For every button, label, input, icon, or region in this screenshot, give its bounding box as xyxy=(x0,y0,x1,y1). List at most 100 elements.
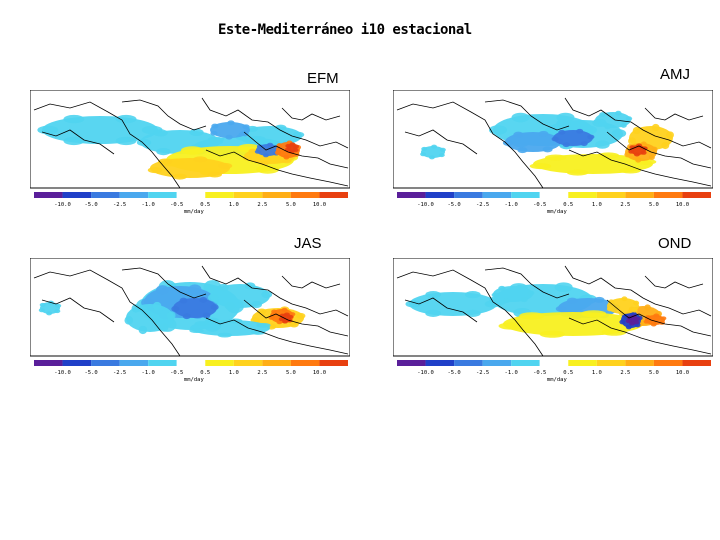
colorbar-segment xyxy=(454,360,483,366)
colorbar-tick-label: -0.5 xyxy=(533,202,546,208)
anomaly-speckle xyxy=(63,136,85,146)
anomaly-speckle xyxy=(296,312,306,319)
anomaly-speckle xyxy=(271,309,278,314)
colorbar-tick-label: 1.0 xyxy=(592,202,602,208)
coastline xyxy=(205,149,349,187)
colorbar-tick-label: -10.0 xyxy=(417,370,434,376)
anomaly-speckle xyxy=(193,156,208,163)
anomaly-speckle xyxy=(292,131,305,138)
anomaly-speckle xyxy=(620,123,627,128)
colorbar-segment xyxy=(397,360,426,366)
colorbar-segment xyxy=(511,192,540,198)
anomaly-speckle xyxy=(182,313,191,320)
anomaly-speckle xyxy=(438,153,445,158)
panel-label-ond: OND xyxy=(658,235,692,252)
anomaly-speckle xyxy=(634,316,641,321)
anomaly-speckle xyxy=(595,140,610,149)
anomaly-speckle xyxy=(251,300,263,309)
anomaly-speckle xyxy=(55,303,62,308)
anomaly-speckle xyxy=(210,304,219,311)
anomaly-speckle xyxy=(267,142,274,147)
anomaly-speckle xyxy=(556,119,571,128)
anomaly-speckle xyxy=(542,146,553,153)
coastline xyxy=(484,99,570,131)
anomaly-speckle xyxy=(628,149,635,154)
colorbar-segment xyxy=(119,360,149,366)
anomaly-speckle xyxy=(189,328,204,334)
anomaly-speckle xyxy=(138,325,148,335)
anomaly-speckle xyxy=(156,285,169,295)
colorbar-segment xyxy=(119,192,149,198)
colorbar-segment xyxy=(568,360,597,366)
anomaly-speckle xyxy=(643,319,650,324)
anomaly-speckle xyxy=(281,307,288,312)
anomaly-speckle xyxy=(37,125,59,135)
map-panel-amj: -10.0 -5.0 -2.5 -1.0 -0.5 0.5 1.0 2.5 5.0 10.0 mm/… xyxy=(393,90,713,230)
anomaly-speckle xyxy=(601,328,627,336)
coastline xyxy=(564,97,712,149)
anomaly-speckle xyxy=(621,296,628,302)
anomaly-speckle xyxy=(539,330,565,338)
anomaly-speckle xyxy=(581,310,607,318)
anomaly-speckle xyxy=(211,123,219,129)
colorbar-segment xyxy=(176,192,206,198)
colorbar-tick-label: 2.5 xyxy=(257,202,267,208)
colorbar-segment xyxy=(319,192,348,198)
anomaly-speckle xyxy=(179,297,188,304)
colorbar-segment xyxy=(425,360,455,366)
coastline xyxy=(644,275,704,289)
anomaly-speckle xyxy=(207,293,219,302)
anomaly-speckle xyxy=(566,297,578,304)
anomaly-speckle xyxy=(171,305,180,312)
anomaly-speckle xyxy=(619,167,641,174)
colorbar-segment xyxy=(34,192,63,198)
anomaly-speckle xyxy=(562,142,570,148)
anomaly-speckle xyxy=(439,147,446,152)
anomaly-speckle xyxy=(545,154,567,161)
anomaly-speckle xyxy=(498,322,524,330)
anomaly-speckle xyxy=(159,323,169,332)
anomaly-speckle xyxy=(172,173,187,180)
colorbar-segment xyxy=(148,360,177,366)
panel-label-jas: JAS xyxy=(294,235,322,252)
anomaly-speckle xyxy=(604,124,611,130)
anomaly-speckle xyxy=(618,310,625,316)
coastline xyxy=(41,129,115,155)
anomaly-speckle xyxy=(625,324,632,330)
anomaly-speckle xyxy=(551,136,559,142)
colorbar-units: mm/day xyxy=(184,377,205,383)
anomaly-speckle xyxy=(39,302,46,307)
anomaly-speckle xyxy=(256,322,271,328)
anomaly-speckle xyxy=(558,129,566,135)
coastline xyxy=(201,265,349,317)
anomaly-speckle xyxy=(519,312,545,320)
anomaly-speckle xyxy=(188,284,202,295)
colorbar-tick-label: 10.0 xyxy=(676,202,689,208)
anomaly-speckle xyxy=(520,297,528,303)
anomaly-speckle xyxy=(38,308,45,313)
anomaly-speckle xyxy=(115,136,137,146)
colorbar-tick-label: -1.0 xyxy=(505,202,518,208)
coastline xyxy=(396,101,544,189)
colorbar-tick-label: -10.0 xyxy=(54,370,71,376)
coastline xyxy=(243,299,349,337)
colorbar-tick-label: -5.0 xyxy=(447,370,460,376)
anomaly-speckle xyxy=(516,284,524,290)
colorbar-tick-label: 5.0 xyxy=(286,202,296,208)
anomaly-speckle xyxy=(251,330,266,335)
anomaly-speckle xyxy=(644,304,651,311)
anomaly-speckle xyxy=(631,307,638,313)
precip-anomaly-map: -10.0 -5.0 -2.5 -1.0 -0.5 0.5 1.0 2.5 5.0 10.0 mm/… xyxy=(30,258,350,383)
colorbar-segment xyxy=(482,192,512,198)
anomaly-speckle xyxy=(425,309,442,317)
anomaly-speckle xyxy=(131,304,141,313)
anomaly-speckle xyxy=(282,158,292,164)
coastline xyxy=(201,97,349,149)
colorbar-tick-label: 0.5 xyxy=(563,370,573,376)
colorbar-tick-label: 1.0 xyxy=(229,370,239,376)
coastline xyxy=(644,107,704,121)
anomaly-speckle xyxy=(661,141,670,150)
anomaly-speckle xyxy=(611,129,627,138)
anomaly-speckle xyxy=(599,112,606,117)
anomaly-speckle xyxy=(124,316,134,325)
